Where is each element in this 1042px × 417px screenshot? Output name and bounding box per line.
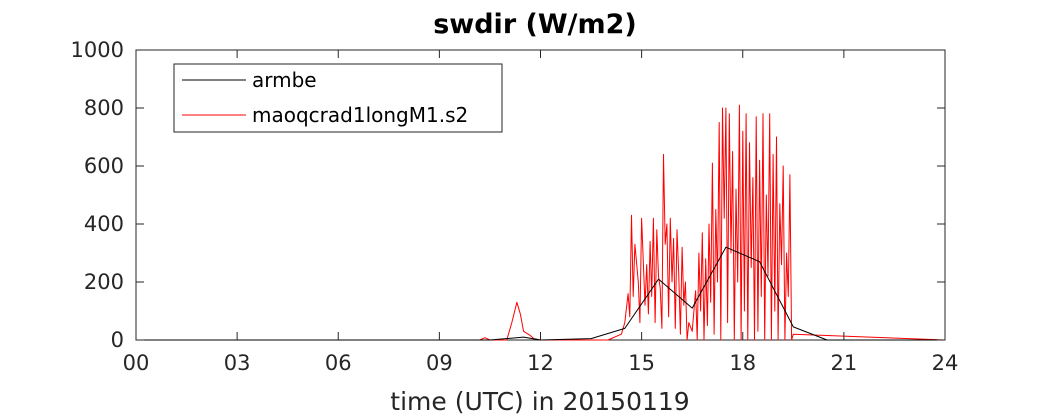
- y-tick-label: 1000: [71, 38, 124, 62]
- x-tick-label: 18: [729, 351, 756, 375]
- y-tick-label: 800: [84, 96, 124, 120]
- x-tick-label: 00: [123, 351, 150, 375]
- legend-label-maoqcrad1longM1-s2: maoqcrad1longM1.s2: [252, 103, 468, 127]
- series-line-maoqcrad1longM1-s2: [136, 104, 946, 341]
- y-tick-label: 0: [111, 328, 124, 352]
- series-layer: [136, 104, 946, 341]
- chart-title: swdir (W/m2): [433, 9, 637, 40]
- x-tick-label: 21: [831, 351, 858, 375]
- x-tick-label: 06: [325, 351, 352, 375]
- axes-layer: 00 03 06 09 12 15 18 21 24 0 200 400 600 800 1000: [71, 38, 959, 375]
- y-tick-label: 600: [84, 154, 124, 178]
- x-tick-label: 24: [932, 351, 959, 375]
- legend: armbe maoqcrad1longM1.s2: [173, 63, 503, 133]
- legend-box: [173, 63, 503, 133]
- x-axis-label: time (UTC) in 20150119: [390, 387, 689, 416]
- y-tick-label: 200: [84, 270, 124, 294]
- legend-label-armbe: armbe: [252, 68, 317, 92]
- series-line-armbe: [136, 246, 945, 341]
- x-tick-label: 09: [426, 351, 453, 375]
- x-tick-label: 03: [224, 351, 251, 375]
- y-tick-label: 400: [84, 212, 124, 236]
- x-tick-label: 12: [527, 351, 554, 375]
- x-tick-label: 15: [628, 351, 655, 375]
